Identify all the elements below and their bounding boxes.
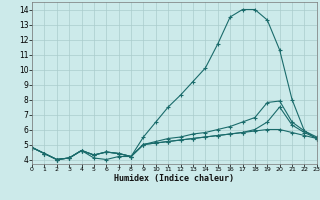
X-axis label: Humidex (Indice chaleur): Humidex (Indice chaleur) [115,174,234,183]
